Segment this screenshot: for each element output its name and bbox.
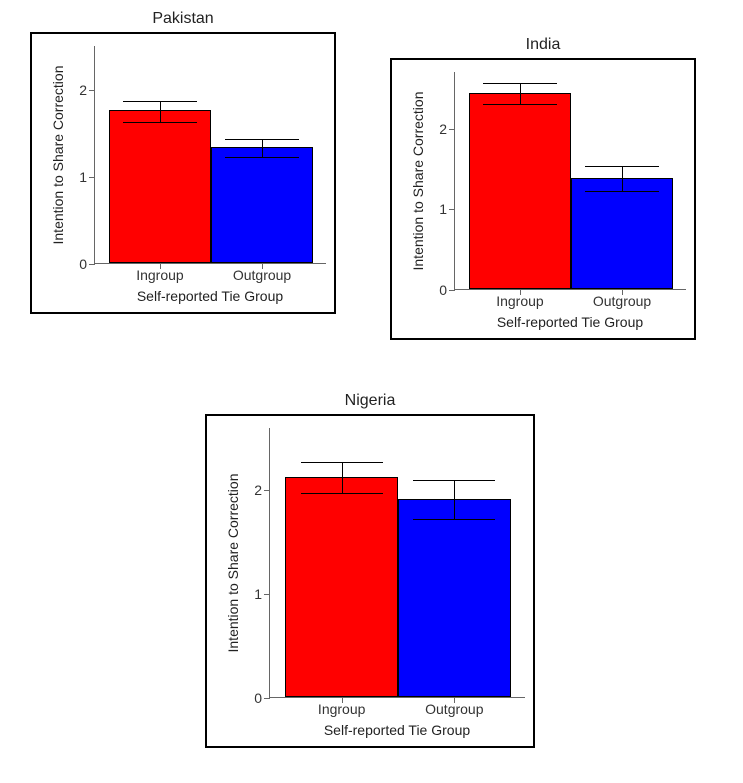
chart-frame: 012IngroupOutgroupIntention to Share Cor… (205, 414, 535, 748)
bar-outgroup (571, 178, 673, 289)
y-tick-label: 2 (439, 121, 455, 137)
errorbar-cap-top (483, 83, 557, 84)
errorbar-stem (342, 462, 343, 493)
chart-frame: 012IngroupOutgroupIntention to Share Cor… (390, 58, 696, 340)
y-tick-label: 2 (79, 82, 95, 98)
y-tick-label: 1 (254, 586, 270, 602)
errorbar-cap-top (585, 166, 659, 167)
x-tick-label: Outgroup (233, 263, 291, 283)
errorbar-stem (262, 139, 263, 156)
bar-ingroup (469, 93, 571, 289)
y-tick-label: 2 (254, 482, 270, 498)
plot-area: 012IngroupOutgroup (269, 428, 525, 698)
x-tick-label: Ingroup (496, 289, 543, 309)
chart-grid: Pakistan012IngroupOutgroupIntention to S… (0, 0, 743, 783)
errorbar-cap-top (413, 480, 495, 481)
errorbar-cap-bottom (585, 191, 659, 192)
x-tick-label: Outgroup (425, 697, 483, 717)
errorbar-stem (520, 83, 521, 104)
bar-outgroup (211, 147, 313, 263)
errorbar-cap-bottom (301, 493, 383, 494)
panel-title: Pakistan (30, 10, 336, 28)
y-axis-label: Intention to Share Correction (50, 46, 66, 264)
errorbar-cap-bottom (123, 122, 197, 123)
y-tick-label: 0 (79, 256, 95, 272)
errorbar-cap-top (123, 101, 197, 102)
errorbar-cap-bottom (413, 519, 495, 520)
plot-area: 012IngroupOutgroup (94, 46, 326, 264)
y-tick-label: 0 (254, 690, 270, 706)
y-tick-label: 1 (439, 201, 455, 217)
x-tick-label: Ingroup (136, 263, 183, 283)
errorbar-cap-top (301, 462, 383, 463)
errorbar-cap-bottom (483, 104, 557, 105)
panel-title: Nigeria (205, 392, 535, 410)
y-axis-label: Intention to Share Correction (225, 428, 241, 698)
x-tick-label: Ingroup (318, 697, 365, 717)
chart-frame: 012IngroupOutgroupIntention to Share Cor… (30, 32, 336, 314)
errorbar-stem (454, 480, 455, 519)
panel-india: India012IngroupOutgroupIntention to Shar… (390, 36, 696, 340)
x-tick-label: Outgroup (593, 289, 651, 309)
errorbar-cap-bottom (225, 157, 299, 158)
panel-pakistan: Pakistan012IngroupOutgroupIntention to S… (30, 10, 336, 314)
x-axis-label: Self-reported Tie Group (94, 288, 326, 304)
bar-ingroup (285, 477, 398, 697)
y-tick-label: 0 (439, 282, 455, 298)
bar-ingroup (109, 110, 211, 263)
bar-outgroup (398, 499, 511, 697)
y-axis-label: Intention to Share Correction (410, 72, 426, 290)
x-axis-label: Self-reported Tie Group (269, 722, 525, 738)
errorbar-cap-top (225, 139, 299, 140)
panel-title: India (390, 36, 696, 54)
errorbar-stem (160, 101, 161, 122)
errorbar-stem (622, 166, 623, 190)
x-axis-label: Self-reported Tie Group (454, 314, 686, 330)
y-tick-label: 1 (79, 169, 95, 185)
panel-nigeria: Nigeria012IngroupOutgroupIntention to Sh… (205, 392, 535, 748)
plot-area: 012IngroupOutgroup (454, 72, 686, 290)
